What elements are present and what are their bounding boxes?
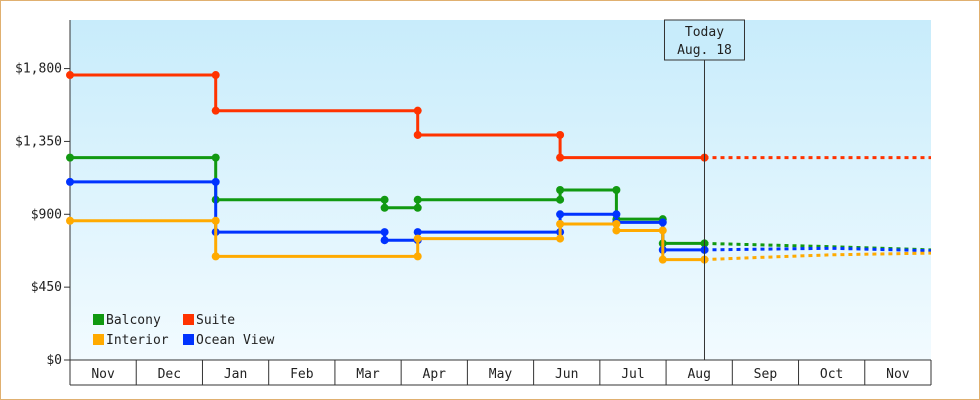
- legend: Balcony Suite Interior Ocean View: [93, 313, 274, 348]
- data-point: [658, 218, 667, 227]
- legend-label: Balcony: [106, 313, 161, 328]
- data-point: [66, 153, 74, 162]
- y-tick-label: $900: [31, 207, 62, 222]
- x-tick-label: Dec: [158, 367, 181, 382]
- data-point: [66, 177, 74, 186]
- today-marker: Today Aug. 18: [663, 19, 745, 360]
- data-point: [612, 220, 621, 228]
- data-point: [556, 130, 565, 139]
- y-tick-label: $0: [46, 353, 62, 368]
- series-projection-line: [704, 251, 932, 262]
- data-point: [413, 195, 422, 204]
- data-point: [413, 106, 422, 115]
- legend-label: Interior: [106, 333, 169, 348]
- data-point: [380, 228, 389, 237]
- data-point: [66, 216, 74, 225]
- data-point: [380, 195, 389, 204]
- x-tick-label: Nov: [91, 367, 115, 382]
- x-tick-label: Jan: [224, 367, 247, 382]
- data-point: [556, 210, 565, 219]
- data-point: [658, 226, 667, 235]
- data-point: [556, 153, 565, 162]
- x-tick-label: Jun: [555, 367, 578, 382]
- x-tick-label: Apr: [423, 367, 447, 382]
- data-point: [658, 255, 667, 264]
- data-point: [413, 252, 422, 261]
- data-point: [413, 203, 422, 212]
- today-date: Aug. 18: [677, 43, 732, 58]
- data-point: [380, 203, 389, 212]
- series-line: [70, 156, 705, 245]
- x-tick-label: Sep: [754, 367, 778, 382]
- x-tick-label: Oct: [820, 367, 843, 382]
- y-tick-label: $450: [31, 280, 62, 295]
- legend-label: Ocean View: [196, 333, 274, 348]
- series-ocean-view: [66, 177, 932, 254]
- data-point: [66, 71, 74, 80]
- series-interior: [66, 216, 932, 264]
- legend-item-interior: Interior: [93, 333, 169, 348]
- data-point: [413, 234, 422, 243]
- x-tick-label: Jul: [621, 367, 644, 382]
- data-point: [211, 216, 220, 225]
- legend-swatch: [183, 334, 194, 345]
- x-tick-label: Feb: [290, 367, 314, 382]
- legend-item-ocean-view: Ocean View: [183, 333, 274, 348]
- data-point: [211, 177, 220, 186]
- legend-item-suite: Suite: [183, 313, 235, 328]
- legend-swatch: [183, 314, 194, 325]
- x-tick-label: Aug: [687, 367, 710, 382]
- x-tick-label: Mar: [356, 367, 380, 382]
- data-point: [556, 234, 565, 243]
- series-projection-line: [704, 246, 932, 253]
- today-box: [663, 19, 745, 61]
- series-line: [70, 219, 705, 262]
- x-tick-label: May: [489, 367, 513, 382]
- y-tick-label: $1,800: [15, 62, 62, 77]
- legend-swatch: [93, 334, 104, 345]
- x-axis: Nov Dec Jan Feb Mar Apr May Jun Jul Aug Sep Oct Nov: [69, 359, 932, 386]
- data-point: [612, 226, 621, 235]
- data-point: [556, 186, 565, 194]
- data-point: [612, 210, 621, 219]
- legend-item-balcony: Balcony: [93, 313, 161, 328]
- today-label: Today: [685, 25, 724, 40]
- y-tick-label: $1,350: [15, 134, 62, 149]
- data-point: [211, 106, 220, 115]
- series-suite: [66, 71, 931, 162]
- data-point: [612, 186, 621, 194]
- plot-background: [70, 20, 931, 360]
- x-tick-label: Nov: [886, 367, 910, 382]
- data-point: [211, 71, 220, 80]
- series-layer: [66, 71, 932, 264]
- legend-label: Suite: [196, 313, 235, 328]
- legend-swatch: [93, 314, 104, 325]
- data-point: [556, 195, 565, 204]
- data-point: [380, 236, 389, 245]
- series-line: [70, 180, 705, 252]
- data-point: [556, 220, 565, 228]
- data-point: [413, 130, 422, 139]
- data-point: [211, 153, 220, 162]
- data-point: [211, 252, 220, 261]
- data-point: [413, 228, 422, 237]
- y-axis: $0 $450 $900 $1,350 $1,800: [15, 20, 71, 368]
